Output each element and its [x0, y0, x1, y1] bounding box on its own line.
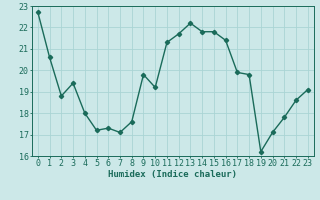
X-axis label: Humidex (Indice chaleur): Humidex (Indice chaleur)	[108, 170, 237, 179]
